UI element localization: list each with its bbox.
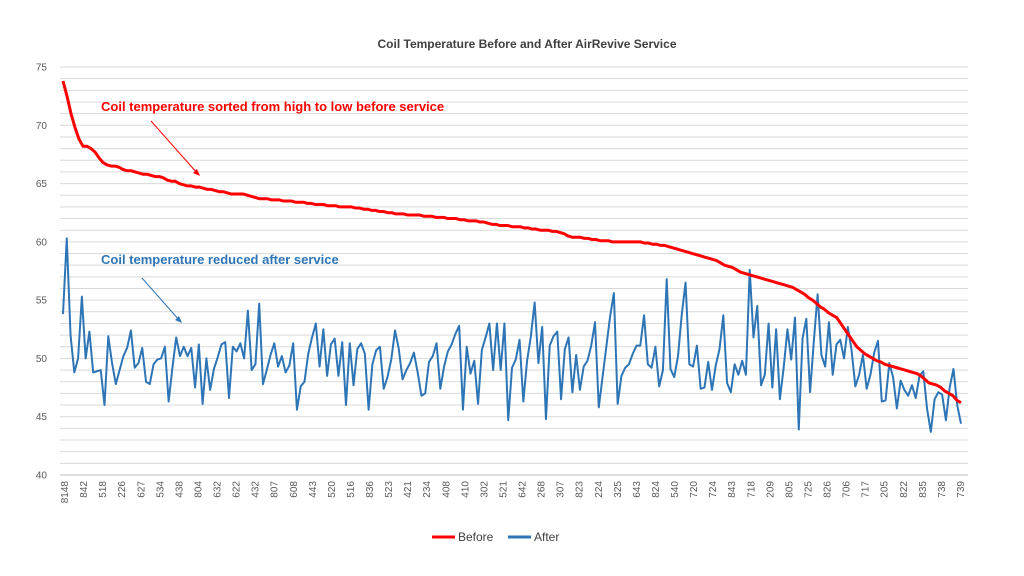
x-tick-label: 234: [422, 481, 433, 498]
y-tick-label: 55: [36, 296, 48, 307]
x-tick-label: 823: [575, 481, 586, 498]
annotation-after-arrowhead: [175, 316, 182, 323]
y-tick-label: 50: [36, 354, 48, 365]
x-tick-label: 627: [136, 481, 147, 498]
x-tick-label: 534: [155, 481, 166, 498]
x-tick-label: 205: [880, 481, 891, 498]
x-tick-label: 632: [213, 481, 224, 498]
x-tick-label: 443: [308, 481, 319, 498]
x-tick-label: 822: [899, 481, 910, 498]
x-tick-label: 836: [365, 481, 376, 498]
x-tick-label: 516: [346, 481, 357, 498]
x-tick-label: 842: [79, 481, 90, 498]
x-tick-label: 706: [842, 481, 853, 498]
series-group: [61, 80, 962, 433]
x-tick-label: 209: [765, 481, 776, 498]
x-tick-label: 738: [937, 481, 948, 498]
x-tick-label: 408: [441, 481, 452, 498]
x-tick-label: 805: [784, 481, 795, 498]
y-tick-label: 60: [36, 237, 48, 248]
x-axis-ticks: 8148 842 518 226 627 534 438 804 632 622 432 807 608…: [60, 481, 967, 504]
x-tick-label: 804: [193, 481, 204, 498]
x-tick-label: 224: [594, 481, 605, 498]
x-tick-label: 307: [556, 481, 567, 498]
x-tick-label: 608: [289, 481, 300, 498]
y-tick-label: 70: [36, 121, 48, 132]
annotation-after-arrow: [141, 277, 181, 322]
annotation-before: Coil temperature sorted from high to low…: [101, 99, 444, 114]
x-tick-label: 724: [708, 481, 719, 498]
x-tick-label: 717: [861, 481, 872, 498]
y-axis-ticks: 40 45 50 55 60 65 70 75: [36, 63, 48, 482]
x-tick-label: 720: [689, 481, 700, 498]
x-tick-label: 518: [98, 481, 109, 498]
x-tick-label: 432: [251, 481, 262, 498]
annotation-after: Coil temperature reduced after service: [101, 252, 339, 267]
y-tick-label: 75: [36, 63, 48, 74]
annotation-before-arrowhead: [193, 169, 200, 176]
y-tick-label: 45: [36, 412, 48, 423]
x-tick-label: 739: [956, 481, 967, 498]
x-tick-label: 807: [270, 481, 281, 498]
x-tick-label: 725: [803, 481, 814, 498]
legend-label-after: After: [534, 530, 559, 544]
annotation-before-arrow: [150, 120, 199, 175]
x-tick-label: 410: [460, 481, 471, 498]
y-tick-label: 65: [36, 179, 48, 190]
chart-title: Coil Temperature Before and After AirRev…: [378, 37, 677, 51]
x-tick-label: 824: [651, 481, 662, 498]
x-tick-label: 643: [632, 481, 643, 498]
x-tick-label: 421: [403, 481, 414, 498]
x-tick-label: 622: [232, 481, 243, 498]
x-tick-label: 8148: [60, 481, 71, 504]
x-tick-label: 521: [498, 481, 509, 498]
x-tick-label: 843: [727, 481, 738, 498]
x-tick-label: 268: [537, 481, 548, 498]
x-tick-label: 438: [174, 481, 185, 498]
x-tick-label: 325: [613, 481, 624, 498]
x-tick-label: 642: [518, 481, 529, 498]
x-tick-label: 520: [327, 481, 338, 498]
x-tick-label: 540: [670, 481, 681, 498]
x-tick-label: 226: [117, 481, 128, 498]
y-tick-label: 40: [36, 471, 48, 482]
x-tick-label: 302: [479, 481, 490, 498]
series-line-before: [61, 80, 962, 405]
x-tick-label: 826: [823, 481, 834, 498]
series-line-after: [62, 237, 962, 433]
x-tick-label: 523: [384, 481, 395, 498]
legend-label-before: Before: [458, 530, 494, 544]
x-tick-label: 718: [746, 481, 757, 498]
legend: Before After: [432, 530, 559, 544]
x-tick-label: 835: [918, 481, 929, 498]
